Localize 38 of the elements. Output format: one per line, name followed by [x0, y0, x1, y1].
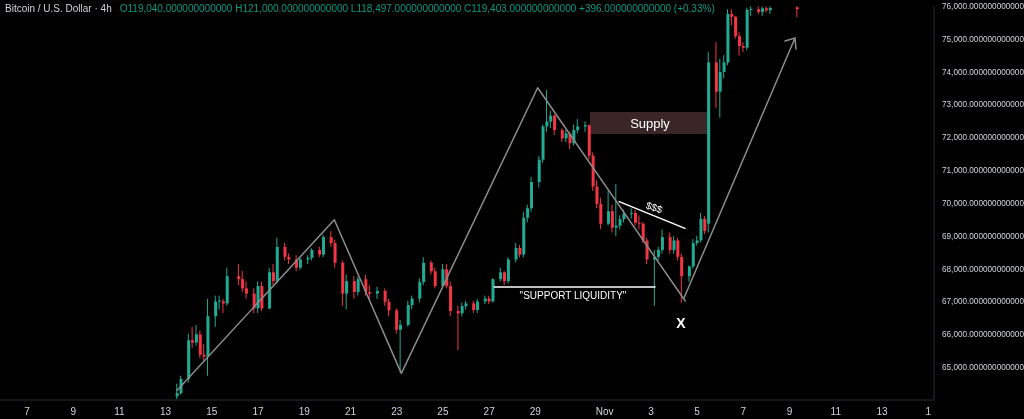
x-tick-label: 7: [740, 406, 747, 418]
x-tick-label: 23: [391, 406, 403, 418]
y-tick-label: 74,000.000000000000: [942, 67, 1024, 77]
x-tick-label: 7: [24, 406, 31, 418]
y-tick-label: 75,000.000000000000: [942, 34, 1024, 44]
x-tick-label: 27: [483, 406, 496, 418]
annotation: X: [676, 315, 687, 331]
y-tick-label: 69,000.000000000000: [942, 231, 1024, 241]
y-tick-label: 76,000.000000000000: [942, 1, 1024, 11]
x-tick-label: 3: [648, 406, 655, 418]
x-tick-label: 11: [830, 406, 842, 418]
y-tick-label: 67,000.000000000000: [942, 297, 1024, 307]
annotation: $$$: [644, 199, 665, 216]
y-tick-label: 72,000.000000000000: [942, 133, 1024, 143]
x-tick-label: 5: [694, 406, 701, 418]
annotation: Supply: [630, 116, 671, 131]
x-tick-label: 11: [114, 406, 126, 418]
y-tick-label: 68,000.000000000000: [942, 264, 1024, 274]
x-tick-label: 21: [344, 406, 357, 418]
chart-title: Bitcoin / U.S. Dollar · 4h: [5, 3, 112, 14]
x-tick-label: 1: [925, 406, 932, 418]
x-tick-label: 13: [876, 406, 888, 418]
x-tick-label: 19: [298, 406, 311, 418]
y-tick-label: 70,000.000000000000: [942, 198, 1024, 208]
annotation: "SUPPORT LIQUIDITY": [519, 290, 627, 301]
x-tick-label: 15: [206, 406, 218, 418]
x-tick-label: 29: [529, 406, 542, 418]
x-tick-label: 13: [160, 406, 172, 418]
y-tick-label: 71,000.000000000000: [942, 166, 1024, 176]
y-tick-label: 65,000.000000000000: [942, 363, 1024, 373]
x-tick-label: Nov: [595, 406, 614, 418]
y-tick-label: 73,000.000000000000: [942, 100, 1024, 110]
x-tick-label: 9: [70, 406, 77, 418]
y-tick-label: 66,000.000000000000: [942, 330, 1024, 340]
x-tick-label: 17: [252, 406, 265, 418]
chart-subtitle: O119,040.000000000000 H121,000.000000000000 L118,497.000000000000 C119,403.000000000000 +396.000000000000 (+0.33%): [119, 3, 715, 14]
x-tick-label: 25: [437, 406, 449, 418]
x-tick-label: 9: [786, 406, 793, 418]
